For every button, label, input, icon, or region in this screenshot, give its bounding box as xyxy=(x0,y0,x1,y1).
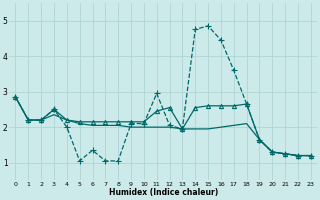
X-axis label: Humidex (Indice chaleur): Humidex (Indice chaleur) xyxy=(108,188,218,197)
